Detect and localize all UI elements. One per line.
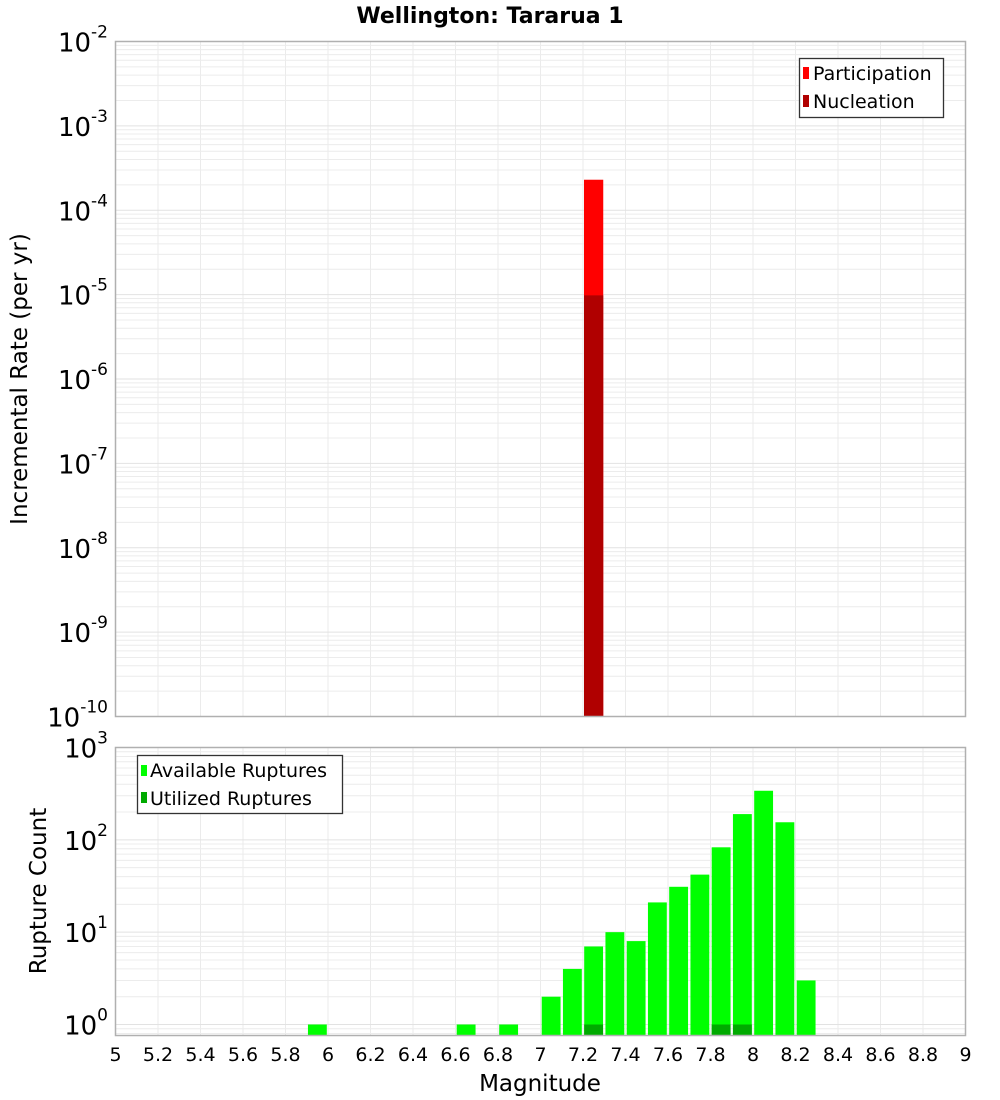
- available-ruptures-bar: [456, 1024, 476, 1036]
- available-swatch: [141, 765, 147, 776]
- available-ruptures-bar: [711, 847, 731, 1036]
- rate-legend: Participation Nucleation: [798, 57, 945, 119]
- available-ruptures-bar: [754, 790, 774, 1036]
- rate-bars: [584, 179, 604, 717]
- x-tick-labels: 5 5.2 5.4 5.6 5.8 6 6.2 6.4 6.6 6.8 7 7.2 7.4 7.6 7.8 8…: [109, 1044, 971, 1066]
- legend-available-label: Available Ruptures: [150, 760, 327, 782]
- rate-y-axis-label: Incremental Rate (per yr): [7, 233, 33, 525]
- rate-plot-frame: [114, 40, 967, 718]
- x-tick-label: 6.4: [398, 1044, 428, 1066]
- x-tick-label: 5.8: [270, 1044, 300, 1066]
- y-tick-label: 101: [64, 913, 108, 949]
- utilized-ruptures-bar: [711, 1024, 731, 1036]
- available-ruptures-bar: [605, 932, 625, 1036]
- y-tick-label: 10-2: [58, 23, 108, 59]
- y-tick-label: 10-4: [58, 191, 108, 227]
- x-tick-label: 8.2: [780, 1044, 810, 1066]
- count-y-axis-label: Rupture Count: [26, 808, 52, 974]
- x-tick-label: 7.8: [695, 1044, 725, 1066]
- legend-nucleation-label: Nucleation: [813, 91, 915, 113]
- x-tick-label: 5.6: [228, 1044, 258, 1066]
- utilized-ruptures-bar: [584, 1024, 604, 1036]
- y-tick-label: 102: [64, 821, 108, 857]
- nucleation-swatch: [803, 95, 809, 107]
- legend-participation-label: Participation: [813, 63, 932, 85]
- chart-title: Wellington: Tararua 1: [356, 4, 623, 29]
- x-tick-label: 7.4: [610, 1044, 640, 1066]
- x-tick-label: 7.2: [568, 1044, 598, 1066]
- x-tick-label: 5: [109, 1044, 121, 1066]
- x-tick-label: 8: [747, 1044, 759, 1066]
- count-bars: [307, 790, 816, 1036]
- x-tick-label: 8.8: [908, 1044, 938, 1066]
- x-axis-label: Magnitude: [479, 1071, 601, 1097]
- available-ruptures-bar: [669, 886, 689, 1036]
- rate-y-ticks: 10-2 10-3 10-4 10-5 10-6 10-7 10-8 10-9 10-10: [47, 23, 108, 734]
- count-legend: Available Ruptures Utilized Ruptures: [136, 754, 344, 815]
- x-tick-label: 8.4: [823, 1044, 853, 1066]
- y-tick-label: 10-5: [58, 276, 108, 312]
- count-grid: [115, 747, 966, 1036]
- available-ruptures-bar: [690, 874, 710, 1036]
- rate-panel: 10-2 10-3 10-4 10-5 10-6 10-7 10-8 10-9 10-10 In…: [7, 23, 967, 734]
- y-tick-label: 100: [64, 1005, 108, 1041]
- y-tick-label: 10-3: [58, 107, 108, 143]
- utilized-ruptures-bar: [732, 1024, 752, 1036]
- available-ruptures-bar: [562, 968, 582, 1036]
- x-tick-label: 6.8: [483, 1044, 513, 1066]
- x-tick-label: 9: [959, 1044, 971, 1066]
- y-tick-label: 10-8: [58, 529, 108, 565]
- x-tick-label: 7.6: [653, 1044, 683, 1066]
- available-ruptures-bar: [647, 902, 667, 1036]
- available-ruptures-bar: [499, 1024, 519, 1036]
- participation-swatch: [803, 67, 809, 79]
- x-tick-label: 5.2: [143, 1044, 173, 1066]
- x-tick-label: 7: [534, 1044, 546, 1066]
- rate-grid: [115, 41, 966, 717]
- x-tick-label: 5.4: [185, 1044, 215, 1066]
- x-tick-label: 8.6: [865, 1044, 895, 1066]
- available-ruptures-bar: [541, 996, 561, 1036]
- y-tick-label: 10-6: [58, 360, 108, 396]
- y-tick-label: 10-10: [47, 698, 108, 734]
- available-ruptures-bar: [584, 946, 604, 1036]
- y-tick-label: 103: [64, 729, 108, 765]
- y-tick-label: 10-9: [58, 613, 108, 649]
- x-tick-label: 6: [322, 1044, 334, 1066]
- count-panel: 103 102 101 100 Rupture Count Available Rup…: [26, 729, 972, 1098]
- x-tick-label: 6.2: [355, 1044, 385, 1066]
- available-ruptures-bar: [775, 822, 795, 1036]
- count-plot-frame: [114, 746, 967, 1037]
- y-tick-label: 10-7: [58, 444, 108, 480]
- legend-utilized-label: Utilized Ruptures: [150, 788, 312, 810]
- count-y-ticks: 103 102 101 100: [64, 729, 108, 1042]
- nucleation-bar: [584, 295, 604, 717]
- x-tick-label: 6.6: [440, 1044, 470, 1066]
- available-ruptures-bar: [307, 1024, 327, 1036]
- available-ruptures-bar: [796, 980, 816, 1036]
- utilized-swatch: [141, 792, 147, 803]
- available-ruptures-bar: [626, 941, 646, 1036]
- available-ruptures-bar: [732, 814, 752, 1036]
